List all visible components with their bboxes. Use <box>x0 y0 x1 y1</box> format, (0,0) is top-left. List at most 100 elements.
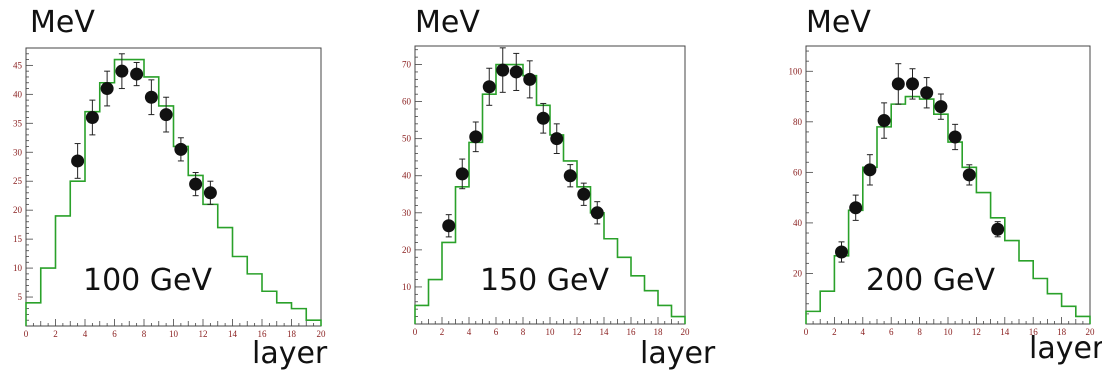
energy-annotation: 100 GeV <box>80 266 216 296</box>
x-tick-label: 18 <box>654 327 664 337</box>
x-tick-label: 14 <box>228 329 238 339</box>
x-tick-label: 18 <box>287 329 297 339</box>
x-tick-label: 10 <box>546 327 556 337</box>
histogram-step-line <box>805 95 1091 324</box>
x-tick-label: 16 <box>627 327 637 337</box>
histogram-step-line <box>25 58 322 326</box>
x-tick-label: 6 <box>494 327 499 337</box>
x-tick-label: 10 <box>944 327 954 337</box>
data-point <box>144 90 158 104</box>
y-unit-label: MeV <box>30 5 95 40</box>
data-point <box>509 65 523 79</box>
y-tick-label: 20 <box>793 268 803 278</box>
x-tick-label: 20 <box>1086 327 1096 337</box>
data-point <box>536 111 550 125</box>
x-tick-label: 16 <box>1029 327 1039 337</box>
x-tick-label: 0 <box>413 327 418 337</box>
y-tick-label: 80 <box>793 117 803 127</box>
data-point <box>523 72 537 86</box>
data-point <box>71 154 85 168</box>
x-tick-label: 12 <box>972 327 981 337</box>
x-tick-label: 18 <box>1057 327 1067 337</box>
y-tick-label: 15 <box>13 234 23 244</box>
data-point <box>590 206 604 220</box>
x-tick-label: 6 <box>112 329 117 339</box>
data-point <box>920 86 934 100</box>
x-tick-label: 14 <box>1000 327 1010 337</box>
y-tick-label: 5 <box>18 292 23 302</box>
x-tick-label: 20 <box>681 327 691 337</box>
x-tick-label: 8 <box>917 327 922 337</box>
x-tick-label: 16 <box>258 329 268 339</box>
histogram-step-line <box>414 63 686 324</box>
x-tick-label: 14 <box>600 327 610 337</box>
y-tick-label: 30 <box>402 208 412 218</box>
y-tick-label: 30 <box>13 147 23 157</box>
x-tick-label: 4 <box>467 327 472 337</box>
data-point <box>991 222 1005 236</box>
x-tick-label: 8 <box>142 329 147 339</box>
chart-panel-150gev: 0 2 4 6 8 10 12 14 16 18 20 10 20 30 40 50 60 70 MeV 150 … <box>367 0 734 376</box>
x-tick-label: 6 <box>889 327 894 337</box>
data-point <box>203 186 217 200</box>
x-tick-label: 0 <box>24 329 29 339</box>
chart-panel-100gev: 0 2 4 6 8 10 12 14 16 18 20 5 10 15 20 25 30 35 40 45 MeV 1… <box>0 0 367 376</box>
data-point <box>948 130 962 144</box>
x-tick-label: 4 <box>83 329 88 339</box>
x-tick-label: 20 <box>317 329 327 339</box>
data-point <box>159 108 173 122</box>
data-point <box>577 187 591 201</box>
x-tick-label: 12 <box>573 327 582 337</box>
data-point <box>550 132 564 146</box>
y-tick-label: 40 <box>402 171 412 181</box>
y-tick-label: 60 <box>402 97 412 107</box>
data-point <box>906 77 919 91</box>
x-tick-label: 2 <box>832 327 837 337</box>
chart-plot-150gev: 0 2 4 6 8 10 12 14 16 18 20 10 20 30 40 50 60 70 <box>402 45 691 337</box>
data-point <box>130 67 144 81</box>
y-tick-label: 35 <box>13 118 23 128</box>
data-point <box>934 100 948 114</box>
y-tick-label: 40 <box>793 218 803 228</box>
energy-annotation: 200 GeV <box>863 266 999 296</box>
x-tick-label: 8 <box>521 327 526 337</box>
data-point <box>189 177 203 191</box>
data-point <box>174 142 188 156</box>
data-point <box>849 201 863 215</box>
data-point <box>469 130 483 144</box>
chart-plot-100gev: 0 2 4 6 8 10 12 14 16 18 20 5 10 15 20 25 30 35 40 45 <box>13 47 327 339</box>
x-tick-label: 0 <box>804 327 809 337</box>
y-tick-label: 25 <box>13 176 23 186</box>
y-tick-label: 100 <box>789 66 803 76</box>
y-tick-label: 10 <box>402 282 412 292</box>
x-tick-label: 2 <box>53 329 58 339</box>
data-point <box>100 82 114 96</box>
data-point <box>962 168 976 182</box>
x-axis-label: layer <box>1029 331 1102 366</box>
x-tick-label: 4 <box>861 327 866 337</box>
x-tick-label: 12 <box>199 329 208 339</box>
y-tick-label: 40 <box>13 89 23 99</box>
data-point <box>891 77 905 91</box>
data-point <box>85 111 99 124</box>
x-tick-label: 10 <box>169 329 179 339</box>
y-tick-label: 45 <box>13 60 23 70</box>
y-unit-label: MeV <box>415 5 480 40</box>
y-tick-label: 20 <box>402 245 412 255</box>
data-point <box>863 163 877 177</box>
x-tick-label: 2 <box>440 327 445 337</box>
data-point <box>115 64 129 78</box>
data-point <box>455 167 469 181</box>
data-point <box>482 80 496 94</box>
x-axis-label: layer <box>640 336 716 371</box>
y-tick-label: 50 <box>402 134 412 144</box>
data-point <box>496 63 510 77</box>
chart-panel-200gev: 0 2 4 6 8 10 12 14 16 18 20 20 40 60 80 100 MeV 200 GeV… <box>734 0 1102 376</box>
data-point <box>877 114 891 128</box>
y-tick-label: 10 <box>13 263 23 273</box>
y-unit-label: MeV <box>806 5 871 40</box>
energy-annotation: 150 GeV <box>477 266 613 296</box>
y-tick-label: 70 <box>402 60 412 70</box>
data-point <box>442 219 456 233</box>
data-point <box>835 245 848 259</box>
